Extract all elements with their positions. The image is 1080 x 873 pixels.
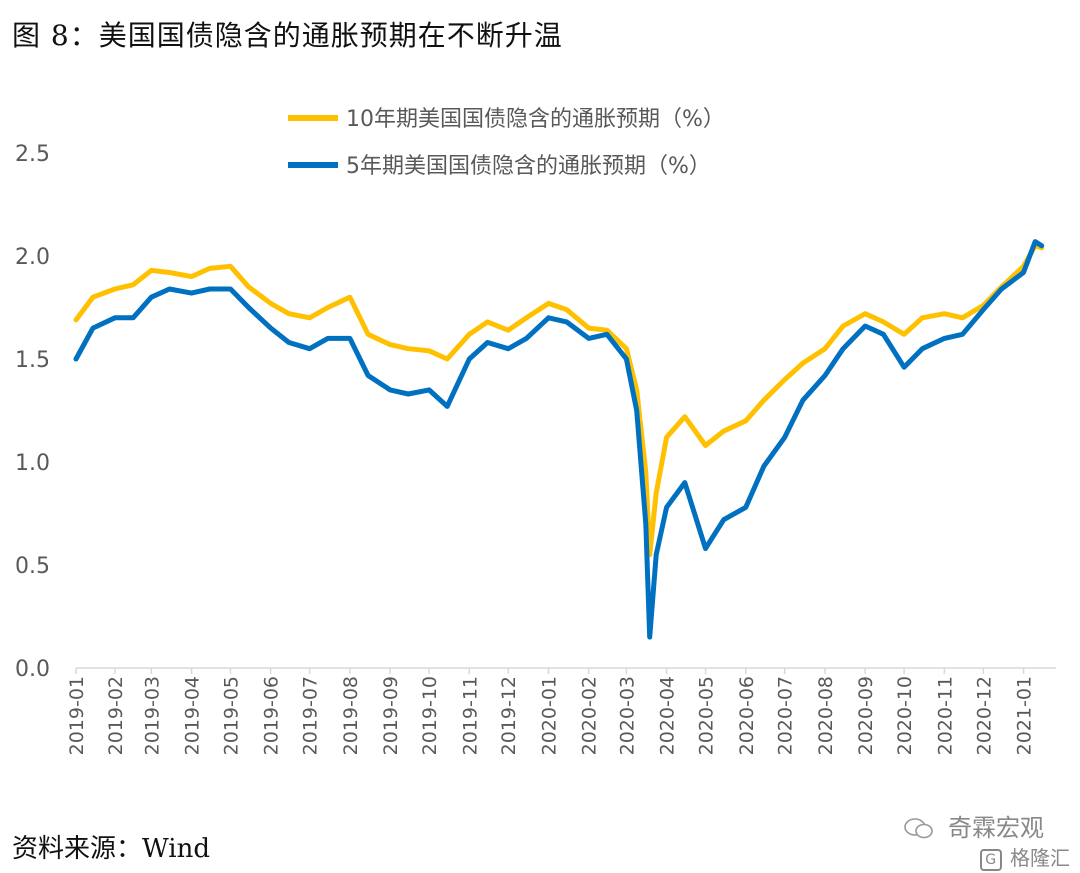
watermark-sub-text: 格隆汇 (1010, 846, 1070, 870)
watermark-sub: G 格隆汇 (979, 842, 1070, 871)
x-tick-label: 2019-12 (498, 676, 520, 755)
x-tick-label: 2020-02 (579, 676, 601, 755)
x-tick-label: 2021-01 (1014, 676, 1036, 755)
y-tick-label: 1.0 (15, 451, 50, 476)
x-tick-label: 2020-12 (973, 676, 995, 755)
x-tick-label: 2019-03 (141, 676, 163, 755)
x-tick-label: 2019-02 (105, 676, 127, 755)
x-axis: 2019-01 2019-02 2019-03 2019-04 2019-05 2019-… (66, 667, 1056, 755)
x-tick-label: 2019-09 (380, 676, 402, 755)
y-tick-label: 2.0 (15, 245, 50, 270)
watermark: 奇霖宏观 (904, 808, 1044, 843)
x-tick-label: 2020-01 (538, 676, 560, 755)
gelonghui-logo-icon: G (979, 848, 1002, 871)
x-tick-label: 2020-08 (815, 676, 837, 755)
y-tick-label: 2.5 (15, 142, 50, 167)
x-tick-label: 2019-11 (459, 676, 481, 755)
x-tick-label: 2020-04 (657, 676, 679, 755)
chart: 10年期美国国债隐含的通胀预期（%）5年期美国国债隐含的通胀预期（%） 0.00… (15, 107, 1056, 755)
figure-title: 图 8：美国国债隐含的通胀预期在不断升温 (12, 19, 563, 52)
watermark-text: 奇霖宏观 (948, 814, 1044, 842)
x-tick-label: 2020-05 (696, 676, 718, 755)
y-tick-label: 1.5 (15, 348, 50, 373)
x-tick-label: 2020-06 (736, 676, 758, 755)
legend-label: 10年期美国国债隐含的通胀预期（%） (346, 107, 725, 132)
x-tick-label: 2020-03 (616, 676, 638, 755)
series-lines (73, 239, 1045, 640)
x-tick-label: 2019-06 (261, 676, 283, 755)
x-tick-label: 2019-10 (419, 676, 441, 755)
x-tick-label: 2020-10 (894, 676, 916, 755)
x-tick-label: 2019-07 (300, 676, 322, 755)
y-tick-label: 0.5 (15, 554, 50, 579)
x-tick-label: 2019-04 (182, 676, 204, 755)
x-tick-label: 2020-09 (855, 676, 877, 755)
legend: 10年期美国国债隐含的通胀预期（%） 5年期美国国债隐含的通胀预期（%） (288, 107, 725, 179)
x-tick-label: 2019-05 (220, 676, 242, 755)
x-tick-label: 2019-01 (66, 676, 88, 755)
y-tick-label: 0.0 (15, 657, 50, 682)
x-tick-label: 2019-08 (340, 676, 362, 755)
source-note: 资料来源：Wind (12, 834, 210, 864)
legend-label: 5年期美国国债隐含的通胀预期（%） (346, 154, 711, 179)
x-tick-label: 2020-11 (934, 676, 956, 755)
series-line-5y (73, 239, 1045, 640)
series-line-10y (73, 243, 1045, 558)
wechat-icon (904, 817, 934, 841)
y-axis: 0.0 0.5 1.0 1.5 2.0 2.5 (15, 142, 50, 682)
x-tick-label: 2020-07 (775, 676, 797, 755)
